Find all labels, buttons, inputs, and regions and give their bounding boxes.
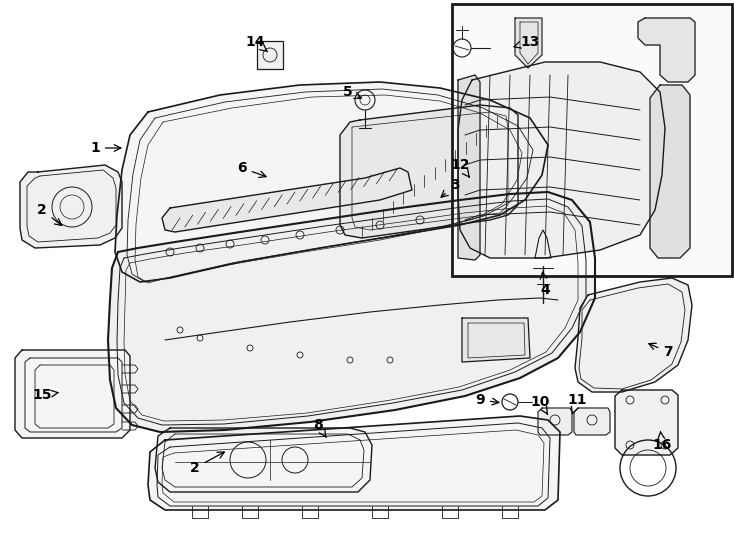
Text: 5: 5	[343, 85, 361, 99]
Polygon shape	[462, 318, 530, 362]
Polygon shape	[638, 18, 695, 82]
Text: 4: 4	[540, 272, 550, 297]
Text: 3: 3	[441, 178, 459, 197]
Bar	[452, 4, 732, 276]
Polygon shape	[148, 416, 560, 510]
Polygon shape	[20, 165, 122, 248]
Polygon shape	[575, 278, 692, 392]
Text: 2: 2	[37, 203, 62, 225]
Polygon shape	[155, 428, 372, 492]
Text: 16: 16	[653, 432, 672, 452]
Polygon shape	[115, 82, 548, 282]
Text: 2: 2	[190, 452, 225, 475]
Text: 13: 13	[514, 35, 539, 49]
Polygon shape	[108, 192, 595, 432]
Polygon shape	[15, 350, 130, 438]
Text: 10: 10	[530, 395, 550, 414]
Text: 14: 14	[245, 35, 268, 52]
Text: 1: 1	[90, 141, 121, 155]
Text: 11: 11	[567, 393, 586, 414]
Polygon shape	[535, 230, 551, 258]
Polygon shape	[574, 408, 610, 435]
Text: 7: 7	[649, 343, 673, 359]
Polygon shape	[615, 390, 678, 455]
Text: 15: 15	[32, 388, 58, 402]
Polygon shape	[458, 62, 665, 258]
Bar	[257, 41, 283, 69]
Text: 12: 12	[450, 158, 470, 177]
Polygon shape	[650, 85, 690, 258]
Polygon shape	[340, 105, 518, 238]
Text: 6: 6	[237, 161, 266, 178]
Polygon shape	[458, 75, 480, 260]
Polygon shape	[515, 18, 542, 68]
Text: 8: 8	[313, 418, 326, 437]
Polygon shape	[538, 408, 572, 435]
Polygon shape	[162, 168, 412, 232]
Text: 9: 9	[475, 393, 499, 407]
